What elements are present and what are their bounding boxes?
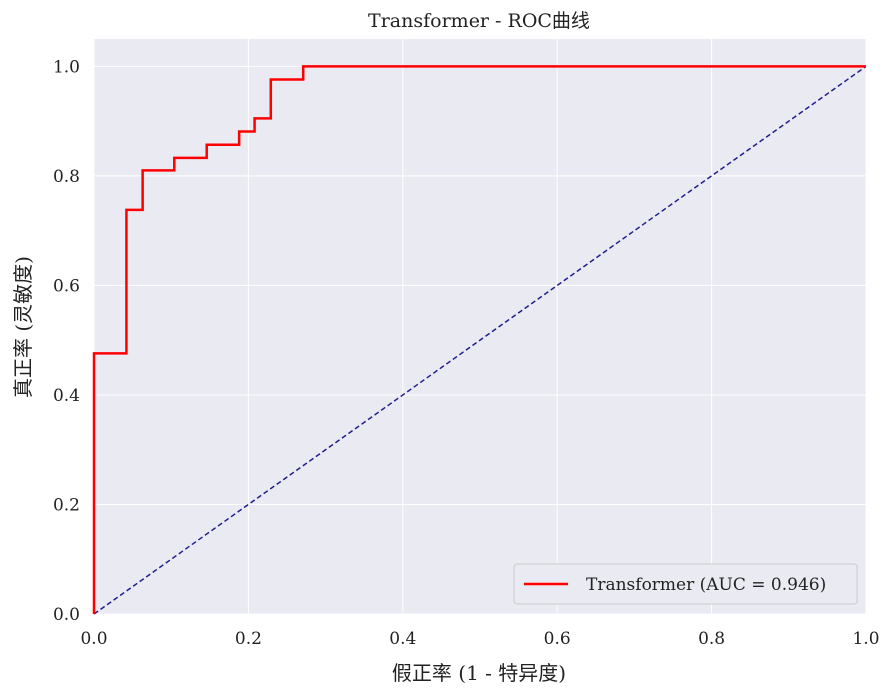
x-tick-label: 0.4	[389, 629, 416, 649]
y-tick-labels: 0.0 0.2 0.4 0.6 0.8 1.0	[53, 57, 80, 625]
plot-area	[94, 39, 866, 614]
chance-diagonal-line	[93, 65, 867, 615]
y-axis-label: 真正率 (灵敏度)	[11, 256, 35, 398]
y-tick-label: 0.8	[53, 167, 80, 187]
x-tick-label: 0.6	[544, 629, 571, 649]
legend: Transformer (AUC = 0.946)	[513, 563, 858, 605]
x-tick-label: 1.0	[852, 629, 879, 649]
series-layer	[92, 65, 867, 615]
y-tick-label: 0.0	[53, 605, 80, 625]
legend-label: Transformer (AUC = 0.946)	[586, 575, 826, 595]
x-axis-label: 假正率 (1 - 特异度)	[392, 661, 566, 685]
y-tick-label: 0.6	[53, 276, 80, 296]
x-tick-label: 0.8	[698, 629, 725, 649]
y-tick-label: 0.4	[53, 386, 80, 406]
x-tick-label: 0.0	[80, 629, 107, 649]
legend-box	[513, 563, 858, 605]
roc-curve-line	[92, 65, 866, 614]
chart-title: Transformer - ROC曲线	[368, 10, 590, 32]
x-tick-label: 0.2	[235, 629, 262, 649]
y-tick-label: 0.2	[53, 495, 80, 515]
y-tick-label: 1.0	[53, 57, 80, 77]
x-tick-labels: 0.0 0.2 0.4 0.6 0.8 1.0	[80, 629, 879, 649]
grid-lines	[93, 39, 867, 615]
